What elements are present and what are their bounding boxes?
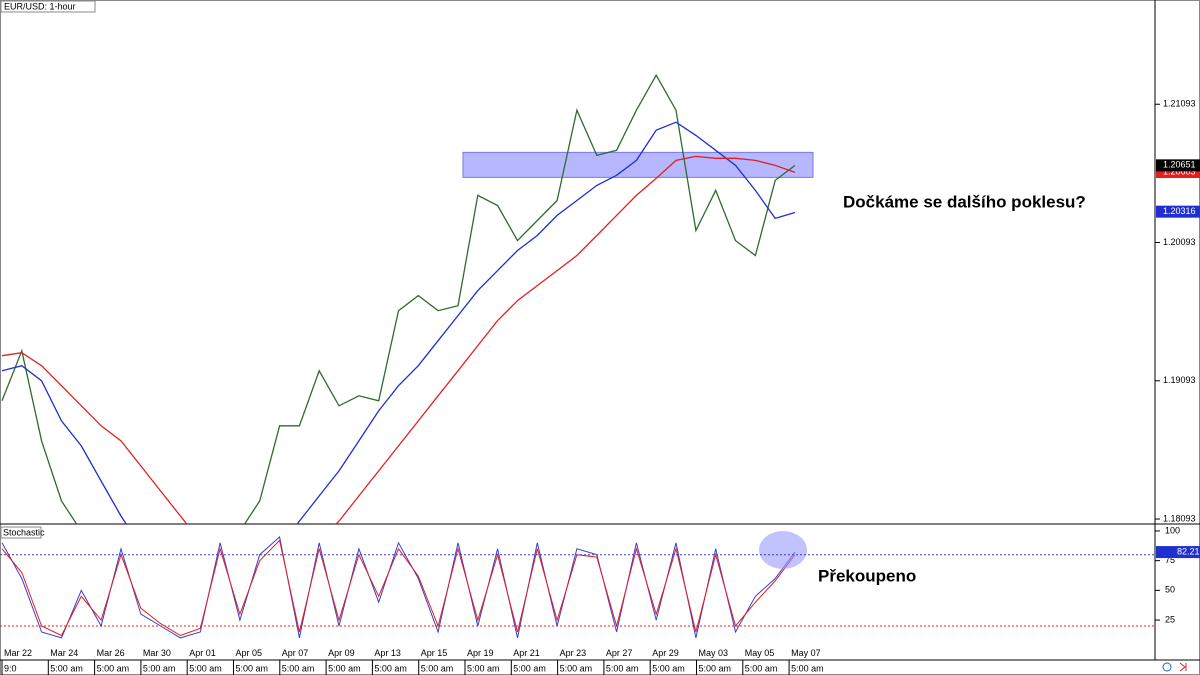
x-tick-label: Mar 24 [50,648,78,658]
icon[interactable] [1179,662,1187,672]
series-line [1,155,796,524]
y-tick-label: 1.21093 [1163,99,1196,109]
x-tick-label: Apr 29 [652,648,679,658]
annotation: Překoupeno [818,566,916,585]
chart-title: EUR/USD: 1-hour [4,1,76,11]
x-tick-label: Apr 05 [236,648,263,658]
x-tick-label: Apr 09 [328,648,355,658]
x-tick-label: 5:00 am [189,663,222,673]
stoch-title: Stochastic [3,527,45,537]
x-tick-label: 5:00 am [745,663,778,673]
x-tick-label: 5:00 am [97,663,130,673]
y-tick-label: 25 [1165,614,1175,624]
y-tick-label: 1.18093 [1163,513,1196,523]
x-tick-label: Apr 19 [467,648,494,658]
resistance-zone [462,151,814,178]
series-line [1,539,796,637]
price-tag [1156,159,1200,172]
x-tick-label: 5:00 am [606,663,639,673]
value-tag [1156,546,1200,559]
y-tick-label: 1.19093 [1163,375,1196,385]
series-line [1,535,796,639]
toolbar-icons[interactable] [1162,662,1187,672]
x-tick-label: 5:00 am [652,663,685,673]
x-tick-label: Apr 21 [513,648,540,658]
stochastic-panel [1,535,796,639]
y-tick-label: 100 [1165,525,1180,535]
x-tick-label: Mar 26 [97,648,125,658]
series-line [1,73,796,524]
x-tick-label: 5:00 am [143,663,176,673]
x-tick-label: May 07 [791,648,821,658]
x-tick-label: 5:00 am [421,663,454,673]
x-tick-label: Apr 27 [606,648,633,658]
price-tag-label: 1.20316 [1163,206,1196,216]
x-tick-label: Mar 30 [143,648,171,658]
x-tick-label: May 05 [745,648,775,658]
price-tag [1156,205,1200,218]
x-tick-label: 5:00 am [467,663,500,673]
stoch-title-box [0,526,42,539]
x-tick-label: Apr 07 [282,648,309,658]
y-tick-label: 75 [1165,555,1175,565]
x-tick-label: 9:0 [4,663,17,673]
x-tick-label: 5:00 am [282,663,315,673]
x-tick-label: 5:00 am [699,663,732,673]
x-tick-label: 5:00 am [513,663,546,673]
price-panel [1,73,814,524]
x-tick-label: Apr 15 [421,648,448,658]
price-tag-label: 1.20651 [1163,160,1196,170]
value-tag-label: 82.21 [1177,546,1200,556]
x-tick-label: Mar 22 [4,648,32,658]
annotation: Dočkáme se dalšího poklesu? [843,192,1086,211]
series-line [1,121,796,524]
x-tick-label: Apr 23 [560,648,587,658]
title-box [0,0,96,13]
x-tick-label: 5:00 am [791,663,824,673]
x-tick-label: May 03 [699,648,729,658]
x-tick-label: 5:00 am [236,663,269,673]
x-tick-label: 5:00 am [560,663,593,673]
x-tick-label: 5:00 am [328,663,361,673]
x-tick-label: Apr 01 [189,648,216,658]
x-tick-label: Apr 13 [374,648,401,658]
icon[interactable] [1162,662,1172,672]
price-tag-label: 1.20603 [1163,166,1196,176]
y-tick-label: 50 [1165,585,1175,595]
y-tick-label: 1.20093 [1163,237,1196,247]
highlight [759,531,807,569]
x-tick-label: 5:00 am [50,663,83,673]
x-tick-label: 5:00 am [374,663,407,673]
